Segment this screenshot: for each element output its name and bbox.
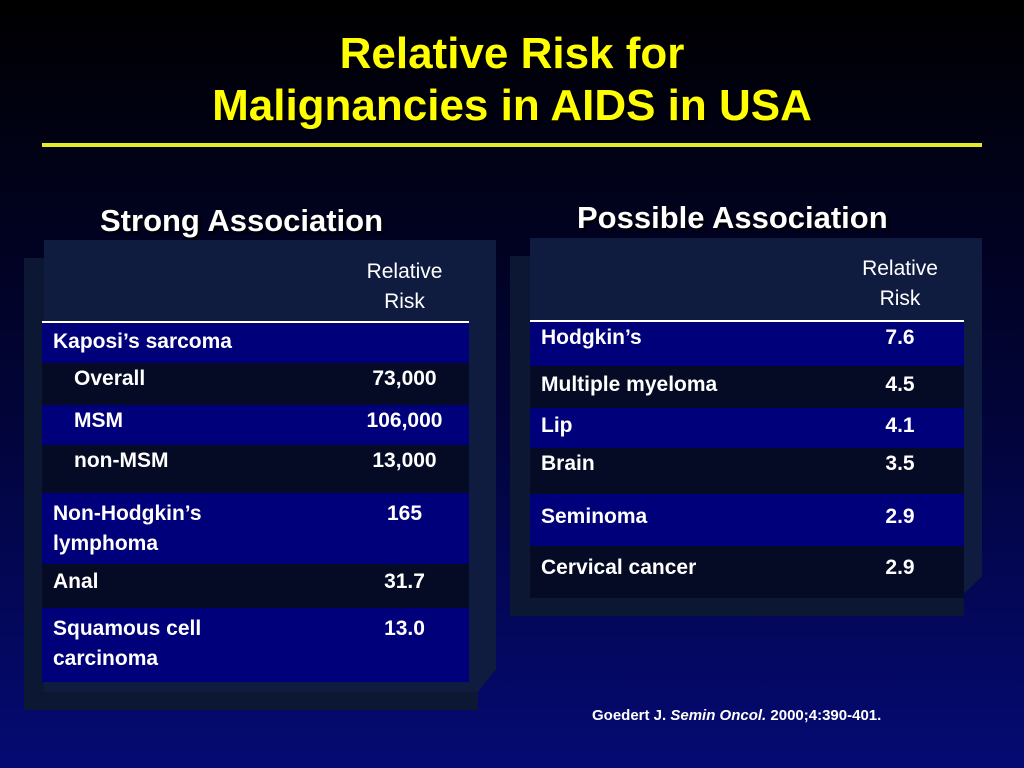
citation-journal: Semin Oncol.	[670, 707, 767, 724]
row-label: Overall	[74, 367, 146, 390]
row-value: 13.0	[384, 617, 425, 640]
relative-risk-header-text: Relative Risk	[862, 257, 938, 310]
possible-association-panel: Relative Risk Hodgkin’s 7.6 Multiple myelom…	[510, 238, 982, 616]
row-label: Kaposi’s sarcoma	[53, 330, 232, 353]
row-value: 73,000	[372, 367, 437, 390]
table-row: Brain 3.5	[530, 448, 964, 494]
row-value: 2.9	[885, 505, 915, 528]
row-label: Seminoma	[541, 505, 648, 528]
row-label: Squamous cell carcinoma	[53, 617, 202, 670]
table-row: Anal 31.7	[42, 564, 469, 608]
relative-risk-header: Relative Risk	[830, 254, 970, 314]
header-divider	[530, 320, 964, 322]
table-row: Hodgkin’s 7.6	[530, 322, 964, 366]
table-row: non-MSM 13,000	[42, 445, 469, 493]
row-value: 31.7	[384, 570, 425, 593]
relative-risk-header-text: Relative Risk	[366, 260, 443, 313]
row-label: Multiple myeloma	[541, 373, 718, 396]
citation-reference: 2000;4:390-401.	[770, 707, 882, 724]
table-row: Cervical cancer 2.9	[530, 546, 964, 598]
citation-author: Goedert J.	[592, 707, 667, 724]
title-underline	[42, 143, 982, 147]
row-label: Lip	[541, 414, 573, 437]
row-value: 4.1	[885, 414, 915, 437]
row-value: 165	[386, 502, 423, 525]
table-row: Squamous cell carcinoma 13.0	[42, 608, 469, 682]
strong-association-heading: Strong Association	[100, 203, 384, 238]
row-value: 13,000	[372, 449, 437, 472]
citation: Goedert J. Semin Oncol. 2000;4:390-401.	[592, 707, 881, 724]
relative-risk-header: Relative Risk	[332, 257, 477, 317]
table-row: Non-Hodgkin’s lymphoma 165	[42, 493, 469, 564]
table-row: Overall 73,000	[42, 363, 469, 405]
table-row: Lip 4.1	[530, 408, 964, 448]
row-value: 4.5	[885, 373, 915, 396]
table-row: Kaposi’s sarcoma	[42, 323, 469, 363]
row-label: Brain	[541, 452, 595, 475]
row-label: Non-Hodgkin’s lymphoma	[53, 502, 202, 555]
row-label: Hodgkin’s	[541, 326, 642, 349]
table-row: Seminoma 2.9	[530, 494, 964, 546]
table-row: Multiple myeloma 4.5	[530, 366, 964, 408]
possible-association-heading: Possible Association	[577, 200, 888, 235]
slide-title: Relative Risk for Malignancies in AIDS i…	[0, 28, 1024, 132]
row-value: 3.5	[885, 452, 915, 475]
row-value: 2.9	[885, 556, 915, 579]
row-label: non-MSM	[74, 449, 169, 472]
row-label: MSM	[74, 409, 123, 432]
header-divider	[42, 321, 469, 323]
slide-title-line-1: Relative Risk for	[339, 29, 685, 78]
row-value: 7.6	[885, 326, 915, 349]
row-value: 106,000	[366, 409, 443, 432]
row-label: Anal	[53, 570, 99, 593]
strong-association-panel: Relative Risk Kaposi’s sarcoma Overall 73,0…	[24, 240, 496, 710]
slide-title-line-2: Malignancies in AIDS in USA	[212, 81, 812, 130]
row-label: Cervical cancer	[541, 556, 697, 579]
table-row: MSM 106,000	[42, 405, 469, 445]
